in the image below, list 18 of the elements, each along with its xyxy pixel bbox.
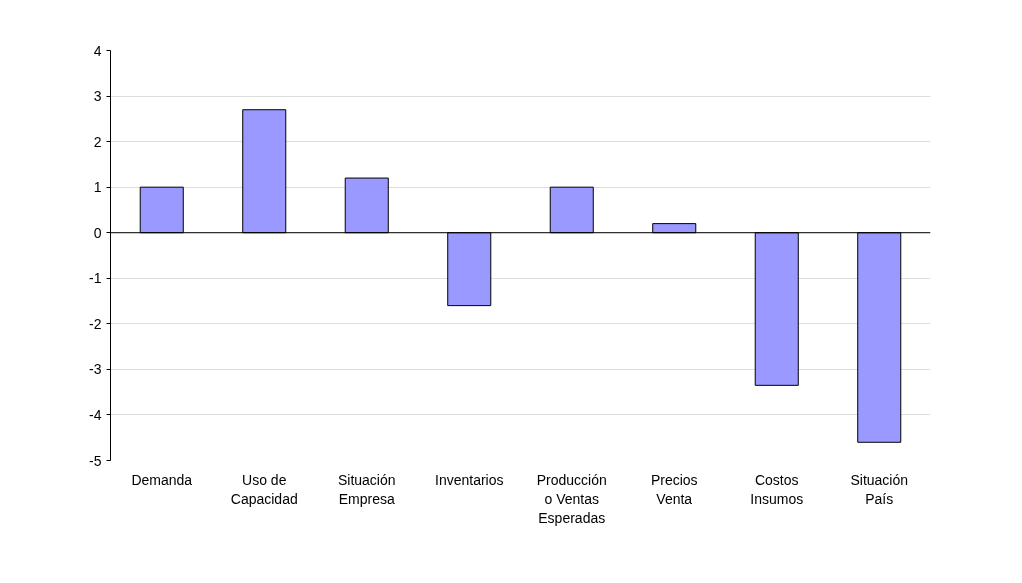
y-tick-label: -2 [89,315,102,332]
y-tick-label: 0 [93,224,102,241]
y-tick-label: -1 [89,270,102,287]
x-tick-label: Precios Venta [650,471,698,507]
y-tick-label: 3 [93,88,102,105]
y-tick-label: -4 [89,406,102,423]
x-tick-label: Demanda [131,471,193,488]
x-tick-label: Uso de Capacidad [230,471,298,507]
y-tick-label: 1 [93,179,102,196]
x-tick-label: Inventarios [435,471,504,488]
x-tick-label: Situación Empresa [337,471,396,507]
y-tick-label: 2 [93,133,102,150]
x-tick-label: Situación País [850,471,909,507]
y-tick-label: -3 [89,361,102,378]
x-tick-label: Costos Insumos [750,471,804,507]
x-tick-label: Producción o Ventas Esperadas [536,471,607,526]
y-tick-label: -5 [89,452,102,469]
y-tick-label: 4 [93,42,102,59]
